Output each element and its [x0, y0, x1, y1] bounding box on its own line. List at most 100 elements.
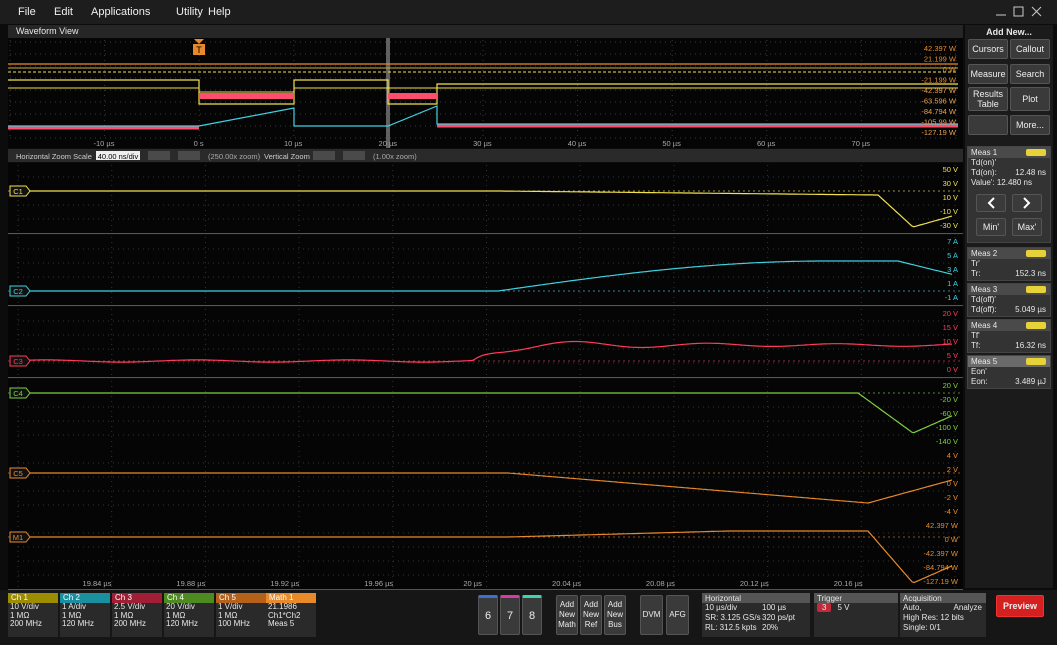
add-button[interactable]: Add New Math — [556, 595, 578, 635]
acquisition-value: High Res: 12 bits — [903, 613, 964, 622]
channel-badge — [9, 355, 31, 367]
measurement[interactable]: Meas 2 Tr' Tr: 152.3 ns — [967, 247, 1051, 281]
add-button[interactable]: Add New Ref — [580, 595, 602, 635]
side-button[interactable]: Callout — [1010, 39, 1050, 59]
trigger-marker: T — [196, 45, 202, 55]
scale-label: 0 V — [947, 365, 958, 374]
measurement[interactable]: Meas 3 Td(off)' Td(off): 5.049 µs — [967, 283, 1051, 317]
zoom-label: Horizontal Zoom Scale — [16, 152, 92, 161]
channel-box[interactable]: Ch 3 2.5 V/div 1 MΩ 200 MHz — [112, 593, 162, 637]
arrow-button[interactable] — [1012, 194, 1042, 212]
horizontal-box[interactable]: Horizontal 10 µs/div 100 µs SR: 3.125 GS/s 3… — [702, 593, 810, 637]
scale-label: 2 V — [947, 465, 958, 474]
overview-scale-label: -63.596 W — [921, 97, 957, 106]
meas-badge — [1026, 286, 1046, 293]
scale-label: 3 A — [947, 265, 958, 274]
channel-badge — [9, 467, 31, 479]
scale-label: 20 V — [943, 381, 958, 390]
meas-label: Tr: — [971, 269, 981, 278]
side-button[interactable]: Search — [1010, 64, 1050, 84]
meas-button[interactable]: Min' — [976, 218, 1006, 236]
side-button[interactable]: Plot — [1010, 87, 1050, 111]
meas-button[interactable]: Max' — [1012, 218, 1042, 236]
tool-button[interactable]: DVM — [640, 595, 663, 635]
menu-item[interactable]: Edit — [54, 6, 73, 18]
number-button[interactable]: 8 — [522, 595, 542, 635]
channel-box[interactable]: Ch 1 10 V/div 1 MΩ 200 MHz — [8, 593, 58, 637]
pane-trace — [26, 260, 953, 292]
channel-name: Ch 5 — [216, 593, 266, 603]
meas-badge — [1026, 358, 1046, 365]
scale-label: -10 V — [940, 207, 958, 216]
horizontal-row: 10 µs/div 100 µs — [702, 603, 810, 613]
horizontal-value: SR: 3.125 GS/s — [705, 613, 761, 622]
icon-button[interactable] — [968, 115, 1008, 135]
trigger-box[interactable]: Trigger 3 5 V — [814, 593, 898, 637]
waveform-area: T 42.397 W21.199 W0 W-21.199 W-42.397 W-6… — [8, 38, 963, 590]
trigger-source: 3 — [817, 603, 832, 612]
zoom-factor: (250.00x zoom) — [208, 152, 261, 161]
overview-time-label: 60 µs — [757, 139, 776, 148]
horizontal-value: 10 µs/div — [705, 603, 738, 612]
time-label: 20.12 µs — [740, 579, 769, 588]
measurement[interactable]: Meas 5 Eon' Eon: 3.489 µJ — [967, 355, 1051, 389]
meas-header: Meas 2 — [968, 248, 1050, 259]
menu-item[interactable]: Utility — [176, 6, 203, 18]
scale-label: 0 W — [945, 535, 959, 544]
tool-button[interactable]: AFG — [666, 595, 689, 635]
channel-label: C5 — [13, 469, 23, 478]
arrow-button[interactable] — [976, 194, 1006, 212]
channel-box[interactable]: Math 1 21.1986 Ch1*Ch2 Meas 5 — [266, 593, 316, 637]
channel-badge — [9, 185, 31, 197]
channel-setting: 1 MΩ — [166, 610, 186, 620]
channel-setting: 10 V/div — [10, 602, 39, 611]
time-label: 20 µs — [463, 579, 482, 588]
scale-label: -4 V — [944, 507, 958, 516]
meas-badge — [1026, 322, 1046, 329]
meas-primary: Tr' — [971, 259, 980, 268]
channel-label: M1 — [13, 533, 23, 542]
channel-setting: 1 A/div — [62, 602, 87, 611]
channel-box[interactable]: Ch 4 20 V/div 1 MΩ 120 MHz — [164, 593, 214, 637]
time-label: 19.88 µs — [176, 579, 205, 588]
window-controls[interactable] — [990, 5, 1050, 19]
scale-label: 0 V — [947, 479, 958, 488]
pane-trace — [26, 530, 953, 584]
channel-badge — [9, 387, 31, 399]
add-button[interactable]: Add New Bus — [604, 595, 626, 635]
menu-item[interactable]: Applications — [91, 6, 151, 18]
meas-badge — [1026, 149, 1046, 156]
scale-label: 10 V — [943, 337, 958, 346]
meas-row: Tr: 152.3 ns — [968, 269, 1050, 279]
waveform-view-title: Waveform View — [8, 25, 963, 38]
time-label: 19.96 µs — [364, 579, 393, 588]
zoom-button — [343, 151, 365, 160]
side-panel: Add New... Cursors Callout Measure Search Res… — [965, 25, 1053, 588]
meas-primary: Td(off)' — [971, 295, 996, 304]
acquisition-box[interactable]: Acquisition Auto, Analyze High Res: 12 bits… — [900, 593, 986, 637]
number-button[interactable]: 7 — [500, 595, 520, 635]
preview-button[interactable]: Preview — [996, 595, 1044, 617]
menu-item[interactable]: Help — [208, 6, 231, 18]
side-button[interactable]: Results Table — [968, 87, 1008, 111]
scale-label: 4 V — [947, 451, 958, 460]
acquisition-value: Auto, — [903, 603, 922, 612]
number-button[interactable]: 6 — [478, 595, 498, 635]
side-button[interactable]: Cursors — [968, 39, 1008, 59]
side-button[interactable]: More... — [1010, 115, 1050, 135]
channel-setting: 1 MΩ — [62, 610, 82, 620]
zoom-bar — [8, 149, 963, 162]
overview-scale-label: -84.794 W — [921, 107, 957, 116]
menu-item[interactable]: File — [18, 6, 36, 18]
channel-setting: 21.1986 — [268, 602, 297, 611]
side-button[interactable]: Measure — [968, 64, 1008, 84]
time-label: 19.84 µs — [83, 579, 112, 588]
measurement[interactable]: Meas 4 Tf' Tf: 16.32 ns — [967, 319, 1051, 353]
measurement[interactable]: Meas 1 Td(on)' Td(on): 12.48 ns Value': 12.4… — [967, 146, 1051, 243]
channel-name: Ch 3 — [112, 593, 162, 603]
channel-setting: 120 MHz — [166, 619, 199, 628]
meas-label: Td(on): — [971, 168, 997, 177]
